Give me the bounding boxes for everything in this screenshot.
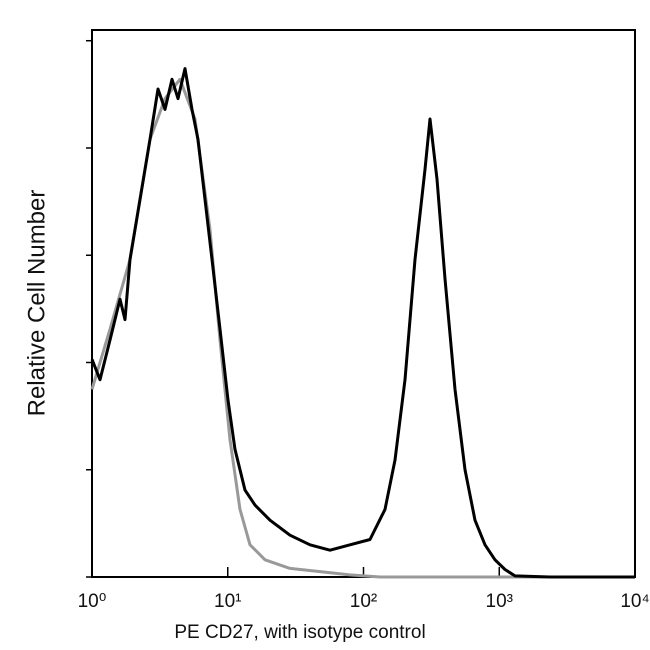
x-tick-label: 10² xyxy=(350,591,377,612)
x-tick-label: 10¹ xyxy=(214,591,241,612)
x-axis-label: PE CD27, with isotype control xyxy=(174,622,425,643)
x-tick-label: 10⁴ xyxy=(620,591,649,612)
y-axis-label: Relative Cell Number xyxy=(23,190,50,417)
histogram-line xyxy=(90,67,635,579)
x-tick-label: 10³ xyxy=(486,591,513,612)
plot-frame xyxy=(91,29,636,578)
x-tick-label: 10⁰ xyxy=(78,591,107,612)
histogram-line xyxy=(90,77,635,579)
